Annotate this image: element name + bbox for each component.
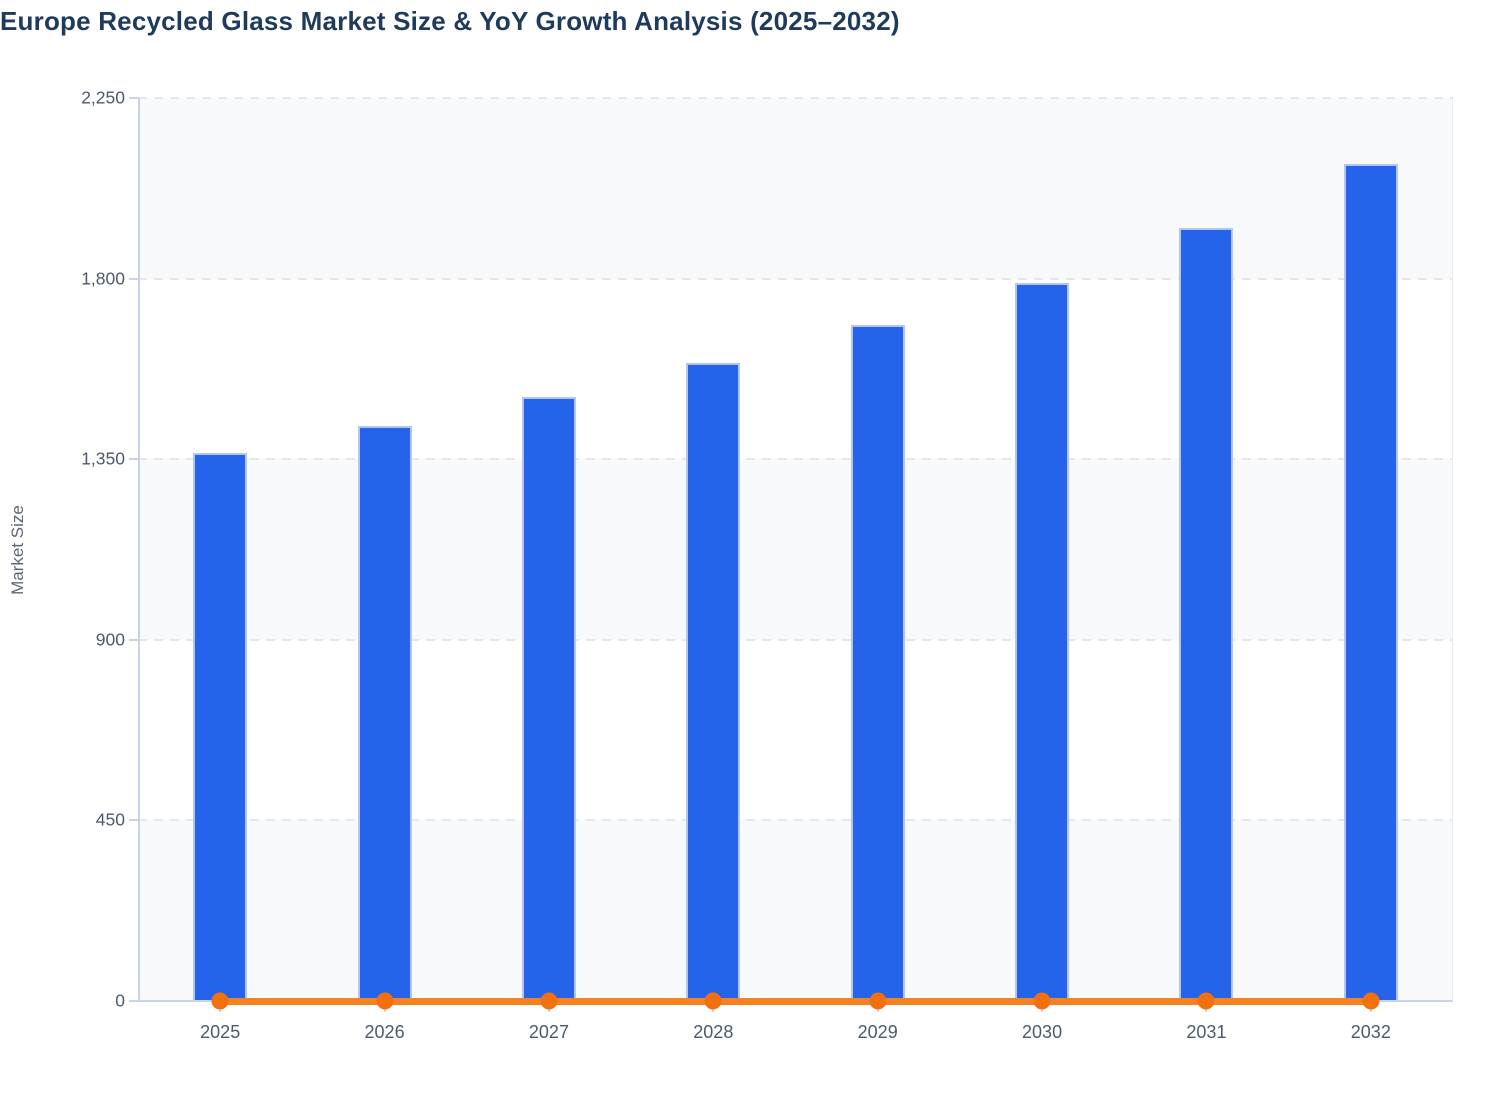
plot-band — [138, 639, 1453, 821]
yoy-growth-point[interactable] — [211, 992, 229, 1010]
x-tick-label: 2025 — [200, 1022, 241, 1042]
y-axis-line — [138, 98, 140, 1001]
plot-right-edge — [1452, 98, 1453, 1001]
y-gridline — [138, 819, 1453, 822]
y-gridline — [138, 277, 1453, 280]
yoy-growth-point[interactable] — [704, 992, 722, 1010]
y-axis-tick — [129, 1000, 138, 1002]
y-tick-label: 2,250 — [81, 87, 125, 108]
plot-area — [138, 97, 1453, 1010]
y-tick-label: 1,800 — [81, 268, 125, 289]
y-tick-label: 900 — [95, 629, 125, 650]
market-size-bar[interactable] — [686, 362, 741, 1001]
yoy-growth-point[interactable] — [1197, 992, 1215, 1010]
x-tick-label: 2032 — [1350, 1022, 1391, 1042]
y-gridline — [138, 458, 1453, 461]
y-tick-label: 1,350 — [81, 448, 125, 469]
yoy-growth-point[interactable] — [1362, 992, 1380, 1010]
y-axis-tick — [129, 819, 138, 822]
market-size-bar[interactable] — [357, 425, 412, 1001]
market-size-bar[interactable] — [193, 453, 248, 1001]
market-size-bar[interactable] — [1343, 164, 1398, 1001]
chart-title: Europe Recycled Glass Market Size & YoY … — [0, 6, 900, 36]
market-size-bar[interactable] — [850, 324, 905, 1001]
y-axis-tick — [129, 458, 138, 461]
x-tick-label: 2026 — [364, 1022, 405, 1042]
market-size-bar[interactable] — [1015, 282, 1070, 1001]
y-gridline — [138, 638, 1453, 641]
x-tick-label: 2031 — [1186, 1022, 1227, 1042]
x-tick-label: 2029 — [857, 1022, 898, 1042]
y-tick-label: 450 — [95, 809, 125, 830]
x-tick-label: 2027 — [528, 1022, 569, 1042]
plot-band — [138, 459, 1453, 640]
y-axis-tick — [129, 638, 138, 641]
y-axis-tick — [129, 97, 138, 99]
market-size-bar[interactable] — [1179, 228, 1234, 1001]
y-gridline — [138, 97, 1453, 99]
plot-band — [138, 278, 1453, 460]
market-size-bar[interactable] — [521, 397, 576, 1001]
yoy-growth-line[interactable] — [220, 997, 1371, 1005]
yoy-growth-point[interactable] — [869, 992, 887, 1010]
x-tick-label: 2030 — [1022, 1022, 1063, 1042]
y-axis-title: Market Size — [8, 505, 27, 595]
y-tick-label: 0 — [115, 990, 125, 1011]
plot-band — [138, 98, 1453, 279]
y-axis-tick — [129, 277, 138, 280]
yoy-growth-point[interactable] — [540, 992, 558, 1010]
yoy-growth-point[interactable] — [1033, 992, 1051, 1010]
yoy-growth-point[interactable] — [376, 992, 394, 1010]
plot-band — [138, 820, 1453, 1001]
x-tick-label: 2028 — [693, 1022, 734, 1042]
